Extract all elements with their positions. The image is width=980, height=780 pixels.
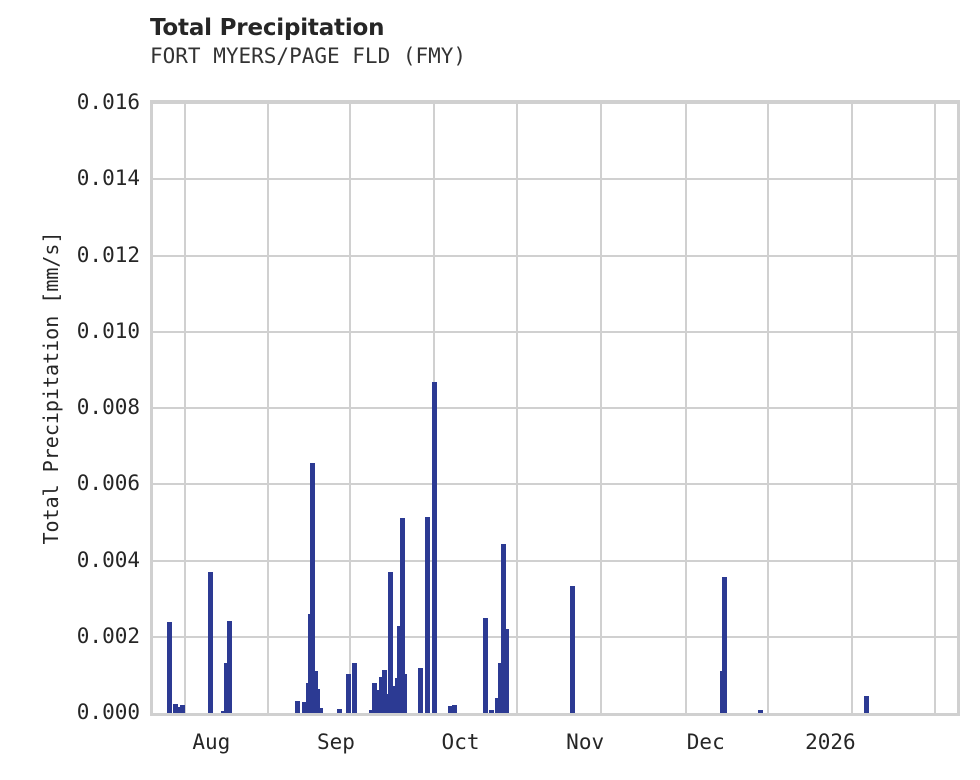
y-tick-label: 0.010 [76, 318, 140, 343]
bar [494, 697, 500, 713]
x-tick-label: 2026 [805, 730, 856, 754]
bar [504, 629, 510, 713]
y-tick-label: 0.002 [76, 623, 140, 648]
bar [722, 576, 728, 713]
bar [378, 676, 384, 713]
y-tick-label: 0.014 [76, 166, 140, 191]
x-tick-label: Aug [192, 730, 231, 754]
y-tick-label: 0.006 [76, 471, 140, 496]
bar [431, 382, 437, 713]
y-axis-tick-labels: 0.000 0.002 0.004 0.006 0.008 0.010 0.012 0.014… [0, 92, 140, 723]
page-title: Total Precipitation [150, 15, 385, 41]
bar [425, 516, 431, 713]
gridline-horizontal [153, 635, 957, 638]
y-tick-label: 0.008 [76, 395, 140, 419]
bar [173, 703, 178, 713]
bar [488, 709, 494, 713]
bar [501, 544, 507, 713]
bar [452, 705, 457, 713]
bar [497, 663, 503, 713]
x-tick-label: Oct [441, 730, 480, 754]
gridline-vertical [767, 103, 770, 713]
bar [372, 682, 378, 713]
plot-inner [153, 102, 957, 713]
gridline-horizontal [153, 254, 957, 257]
y-tick-label: 0.000 [76, 700, 140, 724]
chart-subtitle: FORT MYERS/PAGE FLD (FMY) [150, 44, 467, 68]
gridline-horizontal [153, 330, 957, 333]
bar [295, 700, 301, 713]
bar [352, 662, 358, 713]
gridline-horizontal [153, 102, 957, 104]
bar [391, 685, 397, 713]
bar [221, 710, 227, 713]
gridline-horizontal [153, 407, 957, 409]
bar [310, 463, 316, 713]
x-axis-tick-labels: Aug Sep Oct Nov Dec 2026 [150, 730, 960, 760]
bar [399, 517, 405, 713]
gridline-horizontal [153, 559, 957, 562]
gridline-vertical [933, 103, 936, 713]
gridline-vertical [851, 103, 854, 713]
y-tick-label: 0.012 [76, 242, 140, 267]
bar [369, 709, 375, 713]
gridline-vertical [684, 103, 687, 713]
bar [177, 706, 183, 713]
bar [388, 571, 394, 713]
gridline-vertical [266, 103, 269, 713]
bar [345, 674, 351, 713]
x-tick-label: Dec [686, 730, 725, 754]
y-tick-label: 0.004 [76, 547, 140, 572]
bar [482, 617, 488, 713]
bar [382, 670, 388, 713]
gridline-horizontal [153, 483, 957, 486]
x-tick-label: Nov [566, 730, 605, 754]
bar [167, 621, 173, 713]
title-block: Total Precipitation FORT MYERS/PAGE FLD … [150, 14, 910, 69]
bar [301, 702, 307, 713]
bar [375, 690, 381, 713]
bar [385, 693, 391, 713]
bar [864, 695, 870, 713]
gridline-vertical [515, 103, 518, 713]
bar [570, 586, 576, 713]
bar [402, 674, 408, 713]
bar [207, 571, 213, 713]
plot-area [150, 100, 960, 716]
gridline-vertical [600, 103, 603, 713]
y-tick-label: 0.016 [76, 90, 140, 114]
bar [418, 668, 424, 713]
bar [226, 620, 232, 713]
x-tick-label: Sep [316, 730, 355, 754]
bar [315, 689, 321, 713]
bar [337, 709, 343, 713]
gridline-horizontal [153, 178, 957, 181]
bar [757, 709, 763, 713]
gridline-vertical [184, 103, 187, 713]
bar [180, 704, 186, 713]
gridline-vertical [348, 103, 351, 713]
bar [447, 706, 453, 713]
bar [317, 708, 323, 713]
